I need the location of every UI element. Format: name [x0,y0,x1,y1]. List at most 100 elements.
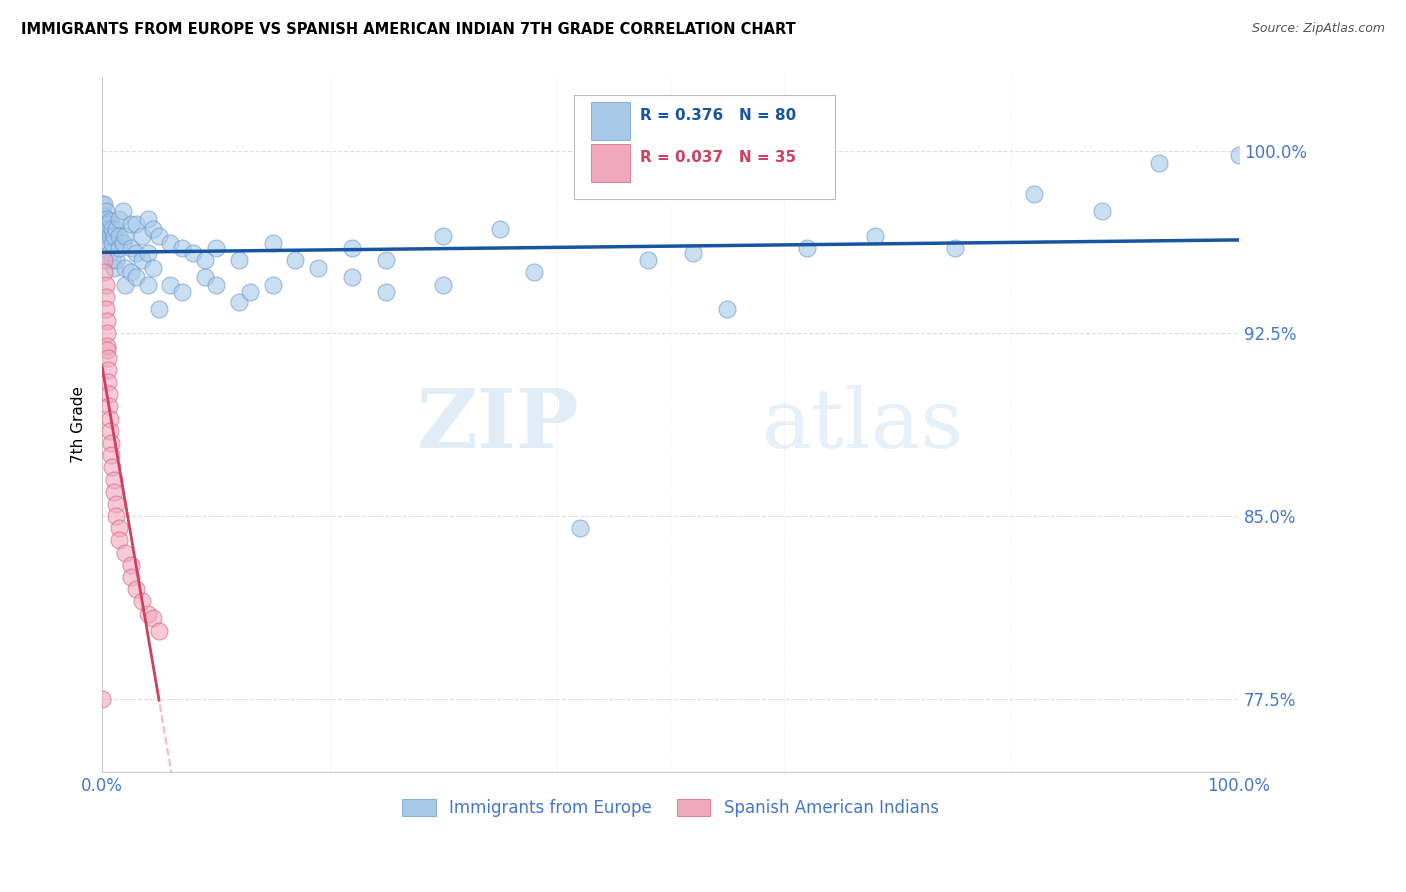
Point [108,241,131,255]
Point [93,253,115,268]
Point [489,221,512,235]
Text: atlas: atlas [762,384,963,465]
Point [96,221,118,235]
FancyBboxPatch shape [591,103,630,140]
Text: IMMIGRANTS FROM EUROPE VS SPANISH AMERICAN INDIAN 7TH GRADE CORRELATION CHART: IMMIGRANTS FROM EUROPE VS SPANISH AMERIC… [21,22,796,37]
Point [682,246,704,260]
Point [98,236,121,251]
Point [103,473,125,487]
Point [205,241,228,255]
Legend: Immigrants from Europe, Spanish American Indians: Immigrants from Europe, Spanish American… [395,793,945,824]
Point [101,253,124,268]
Point [120,558,142,572]
Point [104,221,127,235]
Point [104,497,127,511]
Point [97,363,120,377]
Point [239,285,262,299]
Point [97,217,120,231]
Point [284,253,307,268]
Point [98,411,121,425]
Point [120,265,142,279]
Point [159,236,181,251]
Point [637,253,659,268]
Y-axis label: 7th Grade: 7th Grade [72,386,86,463]
Point [125,270,148,285]
Point [104,253,127,268]
Point [103,484,125,499]
Point [375,285,398,299]
Point [228,253,250,268]
Point [148,624,170,638]
Point [205,277,228,292]
FancyBboxPatch shape [574,95,835,199]
Point [98,400,121,414]
Point [101,236,124,251]
Point [142,611,165,625]
Point [100,448,122,462]
Point [375,253,398,268]
Point [131,594,153,608]
Point [193,253,215,268]
Point [98,387,121,401]
Point [1147,155,1170,169]
Point [93,210,115,224]
Text: R = 0.376   N = 80: R = 0.376 N = 80 [640,108,796,123]
Point [136,607,159,621]
Point [796,241,818,255]
Point [101,221,124,235]
Point [108,521,131,535]
Point [120,570,142,584]
Point [523,265,546,279]
Point [94,290,117,304]
Point [101,460,124,475]
Point [97,375,120,389]
Point [97,228,120,243]
Point [111,204,134,219]
Point [136,211,159,226]
Point [342,241,364,255]
Point [94,277,117,292]
Point [114,228,136,243]
Point [98,424,121,438]
Point [136,246,159,260]
Text: R = 0.037   N = 35: R = 0.037 N = 35 [640,150,796,165]
Point [131,253,153,268]
Point [262,277,284,292]
Point [114,546,136,560]
Point [98,214,121,228]
FancyBboxPatch shape [591,145,630,182]
Point [716,301,738,316]
Point [342,270,364,285]
Point [98,228,121,243]
Point [170,241,193,255]
Point [98,246,121,260]
Point [93,265,115,279]
Point [91,197,114,211]
Point [96,326,118,341]
Point [262,236,284,251]
Point [125,246,148,260]
Point [96,211,118,226]
Point [97,351,120,365]
Point [148,301,170,316]
Point [943,241,966,255]
Point [193,270,215,285]
Point [125,217,148,231]
Point [108,211,131,226]
Point [111,236,134,251]
Point [120,217,142,231]
Point [228,294,250,309]
Point [159,277,181,292]
Point [94,301,117,316]
Point [104,509,127,524]
Point [863,228,886,243]
Point [108,228,131,243]
Point [96,314,118,328]
Point [181,246,204,260]
Point [148,228,170,243]
Point [91,691,114,706]
Text: ZIP: ZIP [418,384,579,465]
Point [93,197,115,211]
Point [91,211,114,226]
Point [94,204,117,219]
